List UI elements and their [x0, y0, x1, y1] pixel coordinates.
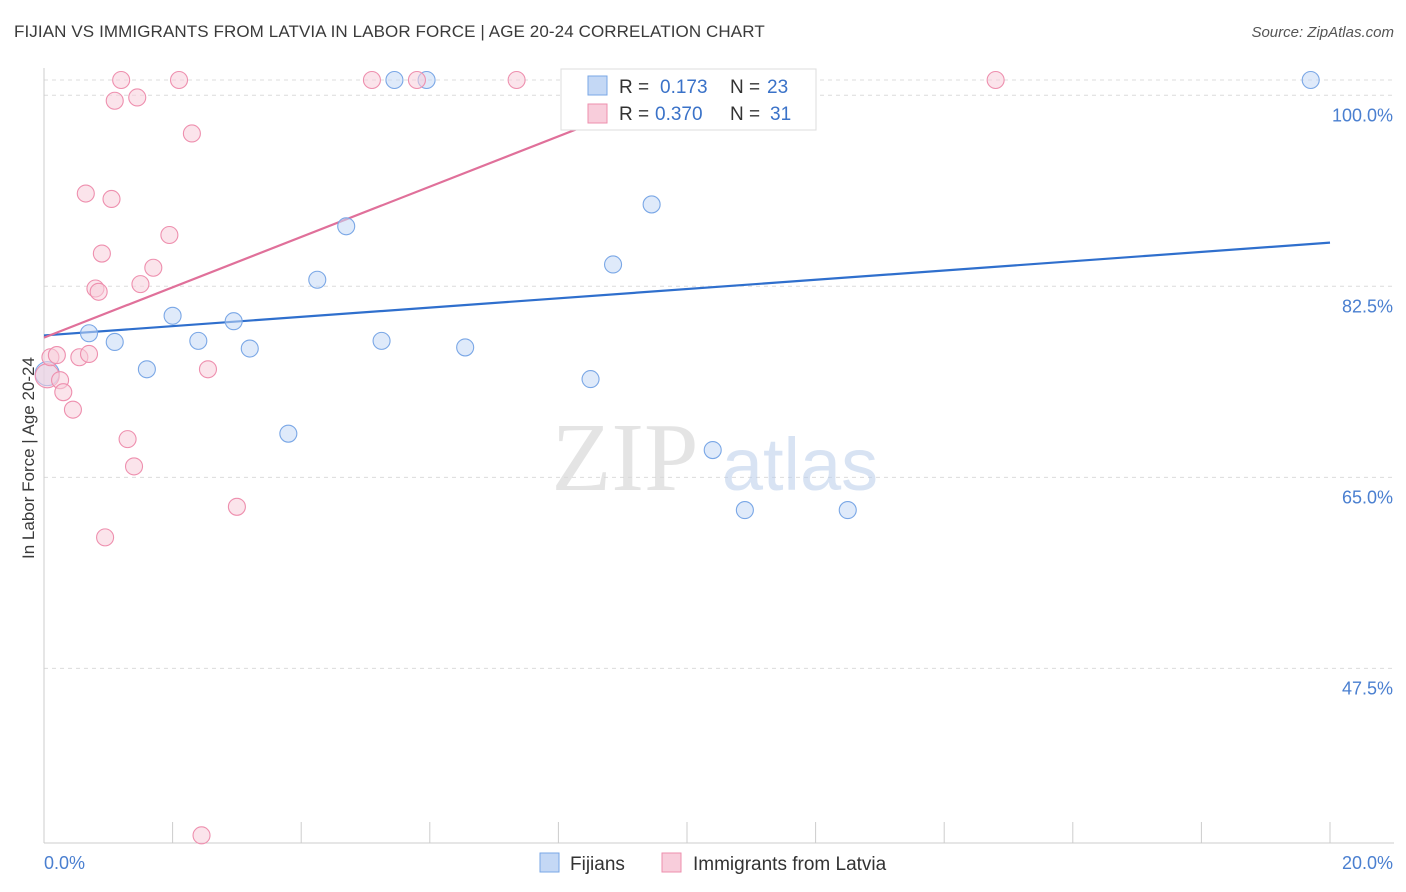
point-fijians-1: [79, 324, 99, 343]
stats-legend: R = 0.173 N = 23 R = 0.370 N = 31: [560, 68, 817, 131]
point-latvia-5: [63, 400, 82, 419]
point-fijians-21: [1301, 70, 1320, 90]
point-latvia-12: [96, 528, 115, 547]
axes: [43, 68, 1394, 844]
data-points: [34, 70, 1320, 845]
legend-swatch-fijians: [587, 75, 608, 96]
trend-line-fijians: [43, 241, 1331, 337]
point-latvia-2: [47, 346, 66, 365]
legend-r-label-latvia: R =: [619, 104, 649, 125]
point-fijians-6: [224, 312, 243, 331]
y-axis-label: In Labor Force | Age 20-24: [19, 357, 38, 559]
bottom-legend-swatch-latvia: [661, 852, 682, 873]
watermark: ZIP atlas: [552, 404, 879, 512]
point-latvia-28: [407, 70, 426, 90]
legend-swatch-latvia: [587, 103, 608, 124]
point-latvia-27: [362, 70, 381, 90]
point-fijians-20: [838, 501, 857, 520]
bottom-legend-label-latvia: Immigrants from Latvia: [693, 854, 887, 875]
tick-labels: 47.5% 65.0% 82.5% 100.0% 0.0% 20.0%: [44, 105, 1393, 873]
point-fijians-5: [189, 331, 208, 350]
grid-lines: [44, 79, 1394, 669]
point-fijians-3: [137, 360, 156, 379]
point-fijians-12: [385, 70, 404, 90]
point-fijians-10: [337, 217, 356, 236]
point-fijians-9: [308, 270, 327, 289]
point-fijians-14: [456, 338, 475, 357]
point-latvia-29: [507, 70, 526, 90]
y-tick-label-2: 82.5%: [1342, 296, 1393, 316]
point-fijians-2: [105, 332, 124, 352]
point-latvia-26: [227, 497, 246, 516]
legend-n-value-fijians: 23: [767, 77, 788, 98]
legend-r-label-fijians: R =: [619, 77, 649, 98]
point-latvia-17: [124, 457, 144, 476]
point-latvia-25: [198, 360, 218, 379]
point-fijians-17: [642, 195, 661, 214]
bottom-legend-swatch-fijians: [539, 852, 560, 873]
point-latvia-21: [160, 225, 179, 245]
point-fijians-11: [372, 331, 391, 350]
legend-n-label-fijians: N =: [730, 77, 760, 98]
point-fijians-19: [735, 501, 754, 520]
point-fijians-18: [703, 440, 722, 460]
y-tick-label-0: 47.5%: [1342, 678, 1393, 698]
point-latvia-18: [128, 88, 147, 107]
point-latvia-11: [92, 244, 111, 263]
series-legend: Fijians Immigrants from Latvia: [539, 852, 887, 875]
point-latvia-22: [169, 70, 189, 90]
watermark-atlas: atlas: [722, 423, 878, 506]
point-latvia-4: [54, 383, 73, 402]
point-latvia-23: [182, 124, 201, 143]
point-fijians-4: [163, 306, 182, 325]
watermark-zip: ZIP: [552, 404, 699, 512]
x-tick-label-0: 0.0%: [44, 853, 85, 873]
legend-n-label-latvia: N =: [730, 104, 760, 125]
point-latvia-7: [76, 184, 95, 203]
point-latvia-10: [89, 282, 108, 301]
point-fijians-8: [279, 424, 298, 443]
legend-n-value-latvia: 31: [770, 104, 791, 125]
bottom-legend-label-fijians: Fijians: [570, 854, 625, 875]
chart-title: FIJIAN VS IMMIGRANTS FROM LATVIA IN LABO…: [14, 22, 765, 41]
y-tick-label-3: 100.0%: [1332, 105, 1393, 125]
point-fijians-16: [604, 255, 623, 274]
point-fijians-7: [240, 339, 259, 358]
x-tick-label-1: 20.0%: [1342, 853, 1393, 873]
y-tick-label-1: 65.0%: [1342, 487, 1393, 507]
legend-r-value-latvia: 0.370: [655, 104, 703, 125]
point-latvia-20: [144, 258, 163, 277]
point-latvia-14: [105, 91, 124, 110]
point-latvia-13: [102, 189, 121, 209]
point-latvia-15: [112, 70, 131, 90]
point-latvia-19: [131, 275, 150, 294]
legend-r-value-fijians: 0.173: [660, 77, 708, 98]
point-latvia-30: [986, 70, 1005, 90]
source-label: Source: ZipAtlas.com: [1251, 24, 1394, 41]
point-latvia-16: [118, 430, 137, 449]
point-latvia-24: [192, 826, 211, 845]
point-latvia-8: [79, 344, 99, 364]
point-fijians-15: [581, 370, 600, 389]
